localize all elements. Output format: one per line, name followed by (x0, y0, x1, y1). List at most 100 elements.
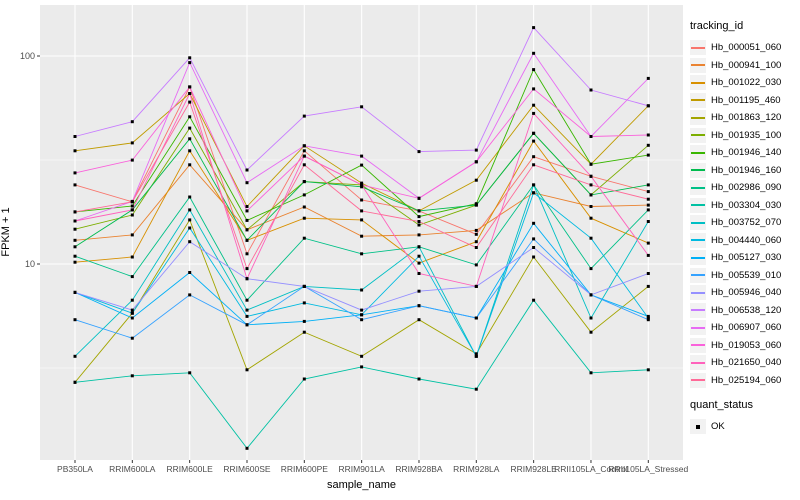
data-point-Hb_005127_030 (188, 271, 192, 274)
data-point-Hb_001022_030 (73, 260, 77, 264)
data-point-Hb_001946_140 (302, 193, 306, 197)
legend-item-Hb_004440_060: Hb_004440_060 (690, 232, 798, 250)
legend-key-Hb_001195_460 (690, 92, 706, 108)
legend-key-Hb_019053_060 (690, 337, 706, 353)
y-tick-label: 10 (25, 259, 35, 269)
data-point-Hb_005127_030 (532, 221, 536, 225)
data-point-Hb_003304_030 (532, 298, 536, 302)
legend-line-icon (691, 309, 705, 312)
data-point-Hb_001935_100 (646, 143, 650, 147)
data-point-Hb_006538_120 (188, 56, 192, 60)
data-point-Hb_001946_160 (589, 193, 593, 197)
data-point-Hb_001946_160 (532, 131, 536, 135)
legend-key-quant-ok (690, 419, 706, 435)
data-point-Hb_025194_060 (532, 163, 536, 167)
data-point-Hb_001863_120 (532, 255, 536, 259)
data-point-Hb_001946_160 (646, 183, 650, 187)
data-point-Hb_000941_100 (474, 228, 478, 232)
legend-key-Hb_025194_060 (690, 372, 706, 388)
data-point-Hb_001946_160 (474, 203, 478, 207)
data-point-Hb_001022_030 (302, 216, 306, 220)
data-point-Hb_000051_060 (474, 232, 478, 236)
data-point-Hb_006907_060 (302, 144, 306, 148)
legend-item-Hb_019053_060: Hb_019053_060 (690, 337, 798, 355)
data-point-Hb_025194_060 (245, 267, 249, 271)
data-point-Hb_002986_090 (188, 195, 192, 199)
legend-label-Hb_003304_030: Hb_003304_030 (711, 199, 782, 211)
data-point-Hb_006538_120 (589, 88, 593, 92)
data-point-Hb_021650_040 (589, 174, 593, 178)
legend-key-Hb_005127_030 (690, 250, 706, 266)
data-point-Hb_025194_060 (474, 246, 478, 249)
data-point-Hb_004440_060 (302, 301, 306, 305)
data-point-Hb_001022_030 (130, 255, 134, 259)
data-point-Hb_000941_100 (589, 205, 593, 208)
legend-label-Hb_006907_060: Hb_006907_060 (711, 322, 782, 334)
data-point-Hb_003752_070 (417, 245, 421, 249)
data-point-Hb_021650_040 (360, 183, 364, 187)
x-tick-label-RRII105LA_Stressed: RRII105LA_Stressed (608, 464, 688, 474)
data-point-Hb_019053_060 (646, 133, 650, 137)
data-point-Hb_001195_460 (474, 178, 478, 182)
legend-line-icon (691, 116, 705, 119)
legend-line-icon (691, 186, 705, 189)
data-point-Hb_005946_040 (589, 293, 593, 297)
legend-key-Hb_000051_060 (690, 40, 706, 56)
data-point-Hb_001022_030 (532, 139, 536, 143)
legend-item-Hb_001195_460: Hb_001195_460 (690, 92, 798, 110)
legend-line-icon (691, 379, 705, 382)
legend-label-Hb_001195_460: Hb_001195_460 (711, 94, 781, 106)
data-point-Hb_006907_060 (532, 51, 536, 55)
data-point-Hb_001946_160 (188, 137, 192, 141)
legend-key-Hb_021650_040 (690, 355, 706, 371)
legend-item-Hb_006907_060: Hb_006907_060 (690, 319, 798, 337)
data-point-Hb_001863_120 (360, 354, 364, 358)
data-point-Hb_006538_120 (417, 150, 421, 154)
legend-line-icon (691, 256, 705, 259)
x-tick-label-RRIM928LA: RRIM928LA (453, 464, 500, 474)
data-point-Hb_019053_060 (130, 158, 134, 162)
data-point-Hb_003752_070 (532, 183, 536, 187)
legend-line-icon (691, 221, 705, 224)
y-axis-title: FPKM + 1 (0, 207, 12, 257)
legend-line-icon (691, 151, 705, 154)
legend-key-Hb_003304_030 (690, 197, 706, 213)
legend-label-quant-ok: OK (711, 421, 725, 433)
data-point-Hb_005539_010 (130, 336, 134, 340)
data-point-Hb_002986_090 (302, 236, 306, 240)
legend-line-icon (691, 239, 705, 242)
legend-line-icon (691, 274, 705, 277)
data-points (73, 26, 650, 450)
data-point-Hb_002986_090 (474, 263, 478, 267)
legend-key-Hb_003752_070 (690, 215, 706, 231)
data-point-Hb_025194_060 (646, 197, 650, 201)
legend-title-tracking-id: tracking_id (690, 20, 744, 32)
data-point-Hb_021650_040 (188, 92, 192, 95)
x-tick-label-RRII105LA_Control: RRII105LA_Control (554, 464, 628, 474)
data-point-Hb_000941_100 (360, 234, 364, 238)
data-point-Hb_019053_060 (417, 196, 421, 200)
legend-label-Hb_003752_070: Hb_003752_070 (711, 217, 782, 229)
legend-key-Hb_002986_090 (690, 180, 706, 196)
legend-label-Hb_025194_060: Hb_025194_060 (711, 374, 782, 386)
data-point-Hb_001195_460 (73, 149, 77, 153)
data-point-Hb_005539_010 (532, 237, 536, 241)
data-point-Hb_000051_060 (245, 252, 249, 256)
data-point-Hb_021650_040 (130, 208, 134, 212)
data-point-Hb_025194_060 (417, 220, 421, 223)
data-point-Hb_001863_120 (245, 368, 249, 372)
data-point-Hb_003304_030 (245, 446, 249, 450)
legend-label-Hb_004440_060: Hb_004440_060 (711, 234, 782, 246)
data-point-Hb_001022_030 (417, 261, 421, 265)
data-point-Hb_001863_120 (302, 330, 306, 334)
data-point-Hb_006538_120 (474, 148, 478, 152)
data-point-Hb_005127_030 (130, 316, 134, 320)
data-point-Hb_003752_070 (646, 220, 650, 223)
data-point-Hb_001946_160 (360, 185, 364, 189)
data-point-Hb_025194_060 (589, 183, 593, 187)
data-point-Hb_002986_090 (245, 298, 249, 302)
legend-line-icon (691, 81, 705, 84)
data-point-Hb_001022_030 (188, 149, 192, 153)
